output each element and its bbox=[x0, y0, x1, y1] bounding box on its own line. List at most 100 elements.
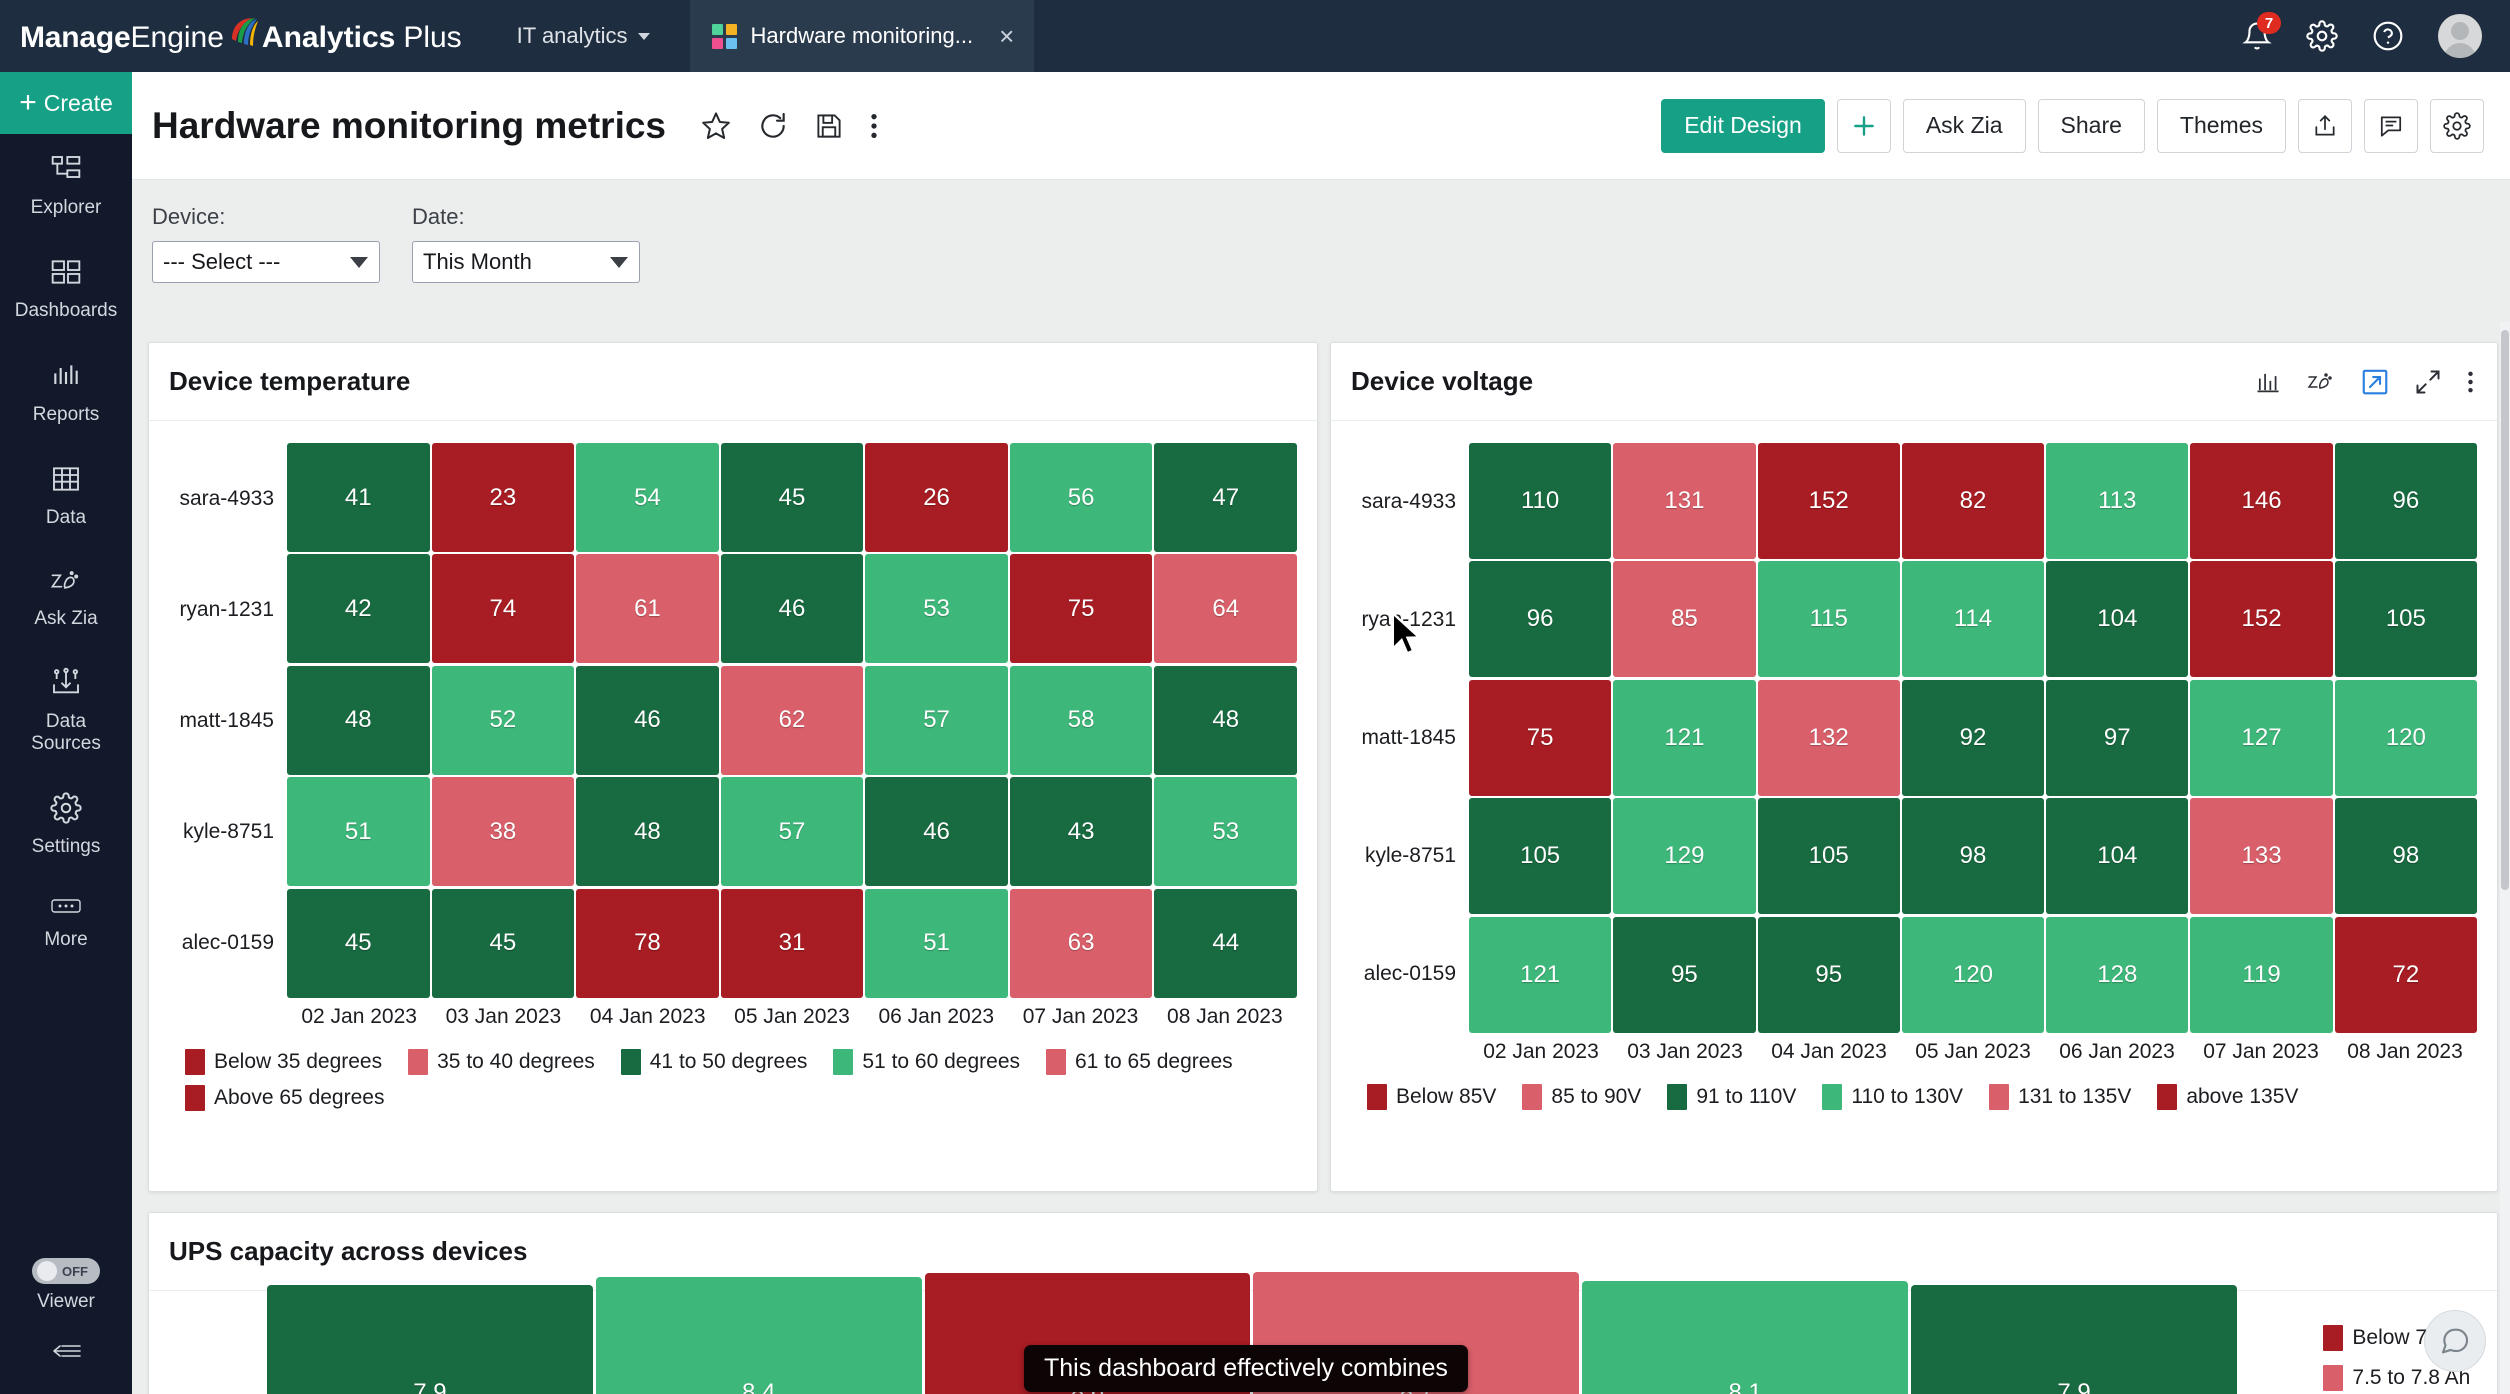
settings-button[interactable] bbox=[2306, 20, 2338, 52]
heatmap-cell[interactable]: 120 bbox=[2334, 679, 2477, 796]
viewer-toggle[interactable]: OFF Viewer bbox=[32, 1258, 100, 1317]
sidebar-item-more[interactable]: More bbox=[0, 876, 132, 969]
heatmap-cell[interactable]: 45 bbox=[287, 888, 430, 998]
sidebar-item-settings[interactable]: Settings bbox=[0, 773, 132, 876]
notifications-button[interactable]: 7 bbox=[2242, 12, 2281, 52]
heatmap-cell[interactable]: 53 bbox=[865, 554, 1008, 664]
heatmap-cell[interactable]: 45 bbox=[720, 443, 864, 552]
add-button[interactable] bbox=[1836, 98, 1891, 153]
legend-item[interactable]: 51 to 60 degrees bbox=[833, 1049, 1020, 1075]
heatmap-cell[interactable]: 104 bbox=[2046, 561, 2189, 678]
heatmap-cell[interactable]: 53 bbox=[1154, 777, 1297, 887]
heatmap-cell[interactable]: 98 bbox=[1901, 798, 2045, 915]
legend-item[interactable]: above 135V bbox=[2157, 1084, 2298, 1110]
bar[interactable]: 7.9 bbox=[1911, 1285, 2237, 1394]
heatmap-cell[interactable]: 48 bbox=[576, 777, 719, 887]
heatmap-cell[interactable]: 42 bbox=[287, 554, 430, 664]
legend-item[interactable]: 110 to 130V bbox=[1822, 1084, 1963, 1110]
avatar[interactable] bbox=[2438, 14, 2482, 58]
heatmap-cell[interactable]: 120 bbox=[1901, 916, 2045, 1033]
star-icon[interactable] bbox=[700, 110, 732, 142]
open-external-icon[interactable] bbox=[2360, 367, 2390, 397]
heatmap-cell[interactable]: 63 bbox=[1009, 888, 1153, 998]
sidebar-item-data-sources[interactable]: Data Sources bbox=[0, 648, 132, 773]
heatmap-cell[interactable]: 61 bbox=[576, 554, 719, 664]
legend-item[interactable]: Above 65 degrees bbox=[185, 1085, 384, 1111]
heatmap-cell[interactable]: 43 bbox=[1009, 777, 1153, 887]
heatmap-cell[interactable]: 146 bbox=[2190, 443, 2333, 559]
heatmap-cell[interactable]: 58 bbox=[1009, 665, 1153, 775]
heatmap-cell[interactable]: 54 bbox=[576, 443, 719, 552]
chat-support-button[interactable] bbox=[2424, 1310, 2486, 1372]
sidebar-item-ask-zia[interactable]: Ask Zia bbox=[0, 547, 132, 648]
share-button[interactable]: Share bbox=[2037, 98, 2145, 153]
vertical-scrollbar-thumb[interactable] bbox=[2501, 330, 2509, 890]
edit-design-button[interactable]: Edit Design bbox=[1661, 98, 1825, 153]
heatmap-cell[interactable]: 74 bbox=[431, 554, 575, 664]
legend-item[interactable]: 61 to 65 degrees bbox=[1046, 1049, 1233, 1075]
heatmap-cell[interactable]: 46 bbox=[720, 554, 864, 664]
sidebar-item-explorer[interactable]: Explorer bbox=[0, 134, 132, 237]
tab-hardware-monitoring[interactable]: Hardware monitoring... × bbox=[689, 0, 1035, 72]
expand-icon[interactable] bbox=[2414, 368, 2442, 396]
heatmap-cell[interactable]: 105 bbox=[1469, 798, 1612, 915]
heatmap-cell[interactable]: 110 bbox=[1469, 443, 1612, 559]
legend-item[interactable]: 35 to 40 degrees bbox=[408, 1049, 595, 1075]
heatmap-cell[interactable]: 75 bbox=[1469, 679, 1612, 796]
heatmap-cell[interactable]: 31 bbox=[720, 888, 864, 998]
brand-logo[interactable]: Manage Engine Analytics Plus bbox=[0, 17, 462, 55]
heatmap-cell[interactable]: 51 bbox=[287, 777, 430, 887]
heatmap-cell[interactable]: 57 bbox=[865, 665, 1008, 775]
heatmap-cell[interactable]: 95 bbox=[1757, 916, 1900, 1033]
bar[interactable]: 8.1 bbox=[1582, 1281, 1909, 1394]
kebab-menu-icon[interactable] bbox=[2466, 368, 2475, 396]
kebab-menu-icon[interactable] bbox=[869, 110, 879, 142]
legend-item[interactable]: 41 to 50 degrees bbox=[620, 1049, 807, 1075]
heatmap-cell[interactable]: 62 bbox=[720, 665, 864, 775]
heatmap-cell[interactable]: 75 bbox=[1009, 554, 1153, 664]
legend-item[interactable]: 7.5 to 7.8 Ah bbox=[2323, 1365, 2475, 1391]
sidebar-item-dashboards[interactable]: Dashboards bbox=[0, 237, 132, 340]
heatmap-cell[interactable]: 95 bbox=[1613, 916, 1756, 1033]
heatmap-cell[interactable]: 97 bbox=[2046, 679, 2189, 796]
heatmap-cell[interactable]: 114 bbox=[1901, 561, 2045, 678]
heatmap-cell[interactable]: 38 bbox=[431, 777, 575, 887]
workspace-selector[interactable]: IT analytics bbox=[517, 23, 650, 49]
bar[interactable]: 8.4 bbox=[595, 1277, 922, 1394]
heatmap-cell[interactable]: 132 bbox=[1757, 679, 1900, 796]
heatmap-cell[interactable]: 105 bbox=[2334, 561, 2477, 678]
heatmap-cell[interactable]: 115 bbox=[1757, 561, 1900, 678]
refresh-icon[interactable] bbox=[757, 110, 789, 142]
heatmap-cell[interactable]: 121 bbox=[1469, 916, 1612, 1033]
heatmap-cell[interactable]: 44 bbox=[1154, 888, 1297, 998]
heatmap-cell[interactable]: 113 bbox=[2046, 443, 2189, 559]
ask-zia-button[interactable]: Ask Zia bbox=[1902, 98, 2026, 153]
heatmap-cell[interactable]: 152 bbox=[1757, 443, 1900, 559]
heatmap-cell[interactable]: 119 bbox=[2190, 916, 2333, 1033]
export-button[interactable] bbox=[2298, 98, 2352, 153]
heatmap-cell[interactable]: 152 bbox=[2190, 561, 2333, 678]
heatmap-cell[interactable]: 46 bbox=[865, 777, 1008, 887]
heatmap-cell[interactable]: 129 bbox=[1613, 798, 1756, 915]
collapse-sidebar-button[interactable] bbox=[48, 1317, 84, 1394]
heatmap-cell[interactable]: 52 bbox=[431, 665, 575, 775]
heatmap-cell[interactable]: 48 bbox=[1154, 665, 1297, 775]
heatmap-cell[interactable]: 51 bbox=[865, 888, 1008, 998]
heatmap-cell[interactable]: 57 bbox=[720, 777, 864, 887]
heatmap-cell[interactable]: 72 bbox=[2334, 916, 2477, 1033]
date-select[interactable]: This Month bbox=[412, 241, 640, 283]
heatmap-cell[interactable]: 64 bbox=[1154, 554, 1297, 664]
heatmap-cell[interactable]: 41 bbox=[287, 443, 430, 552]
toggle-switch[interactable]: OFF bbox=[32, 1258, 100, 1284]
close-icon[interactable]: × bbox=[999, 21, 1015, 51]
heatmap-cell[interactable]: 46 bbox=[576, 665, 719, 775]
heatmap-cell[interactable]: 82 bbox=[1901, 443, 2045, 559]
heatmap-cell[interactable]: 131 bbox=[1613, 443, 1756, 559]
heatmap-cell[interactable]: 45 bbox=[431, 888, 575, 998]
sidebar-item-reports[interactable]: Reports bbox=[0, 341, 132, 444]
heatmap-cell[interactable]: 127 bbox=[2190, 679, 2333, 796]
heatmap-cell[interactable]: 56 bbox=[1009, 443, 1153, 552]
heatmap-cell[interactable]: 133 bbox=[2190, 798, 2333, 915]
heatmap-cell[interactable]: 104 bbox=[2046, 798, 2189, 915]
bar[interactable]: 7.9 bbox=[267, 1285, 593, 1394]
